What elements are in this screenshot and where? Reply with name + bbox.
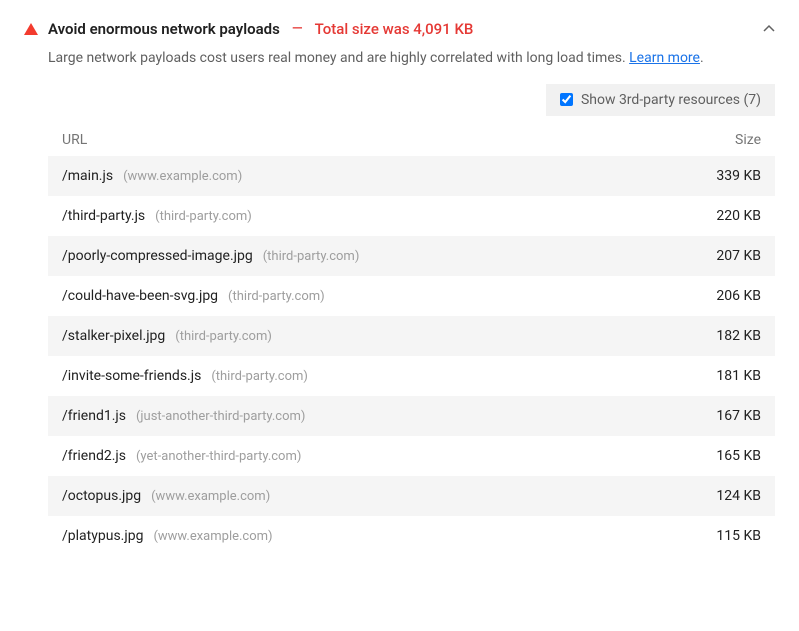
cell-url: /stalker-pixel.jpg (third-party.com) — [62, 328, 671, 344]
cell-url: /friend2.js (yet-another-third-party.com) — [62, 448, 671, 464]
third-party-toggle[interactable]: Show 3rd-party resources (7) — [546, 84, 775, 116]
chevron-up-icon[interactable] — [763, 23, 775, 35]
resource-domain: (third-party.com) — [155, 209, 252, 224]
resource-domain: (www.example.com) — [151, 489, 270, 504]
resource-domain: (third-party.com) — [211, 369, 308, 384]
description-text: Large network payloads cost users real m… — [48, 50, 629, 66]
third-party-toggle-label: Show 3rd-party resources (7) — [581, 92, 761, 108]
resource-path: /friend2.js — [62, 448, 126, 464]
separator-dash: — — [292, 21, 303, 37]
cell-size: 167 KB — [671, 408, 761, 424]
cell-size: 165 KB — [671, 448, 761, 464]
third-party-toggle-bar: Show 3rd-party resources (7) — [48, 84, 775, 116]
cell-size: 182 KB — [671, 328, 761, 344]
table-row: /octopus.jpg (www.example.com) 124 KB — [48, 476, 775, 516]
resource-path: /invite-some-friends.js — [62, 368, 201, 384]
resource-path: /poorly-compressed-image.jpg — [62, 248, 253, 264]
table-body: /main.js (www.example.com) 339 KB/third-pa… — [48, 156, 775, 556]
resource-domain: (yet-another-third-party.com) — [136, 449, 301, 464]
resource-domain: (www.example.com) — [153, 529, 272, 544]
resource-domain: (just-another-third-party.com) — [136, 409, 305, 424]
third-party-checkbox[interactable] — [560, 93, 573, 106]
cell-url: /friend1.js (just-another-third-party.com… — [62, 408, 671, 424]
description-post: . — [700, 50, 704, 66]
resource-path: /stalker-pixel.jpg — [62, 328, 165, 344]
cell-url: /third-party.js (third-party.com) — [62, 208, 671, 224]
audit-description: Large network payloads cost users real m… — [48, 48, 775, 70]
cell-size: 181 KB — [671, 368, 761, 384]
table-row: /friend1.js (just-another-third-party.com… — [48, 396, 775, 436]
audit-metric: Total size was 4,091 KB — [315, 20, 474, 38]
table-row: /invite-some-friends.js (third-party.com)… — [48, 356, 775, 396]
cell-size: 115 KB — [671, 528, 761, 544]
resource-domain: (third-party.com) — [263, 249, 360, 264]
resource-domain: (third-party.com) — [175, 329, 272, 344]
table-row: /platypus.jpg (www.example.com) 115 KB — [48, 516, 775, 556]
table-row: /poorly-compressed-image.jpg (third-party… — [48, 236, 775, 276]
column-url: URL — [62, 132, 671, 148]
table-row: /main.js (www.example.com) 339 KB — [48, 156, 775, 196]
resource-path: /octopus.jpg — [62, 488, 141, 504]
cell-size: 220 KB — [671, 208, 761, 224]
table-row: /could-have-been-svg.jpg (third-party.com… — [48, 276, 775, 316]
resource-path: /friend1.js — [62, 408, 126, 424]
resource-path: /main.js — [62, 168, 113, 184]
audit-header[interactable]: Avoid enormous network payloads — Total … — [24, 16, 775, 48]
cell-size: 339 KB — [671, 168, 761, 184]
cell-url: /octopus.jpg (www.example.com) — [62, 488, 671, 504]
cell-url: /main.js (www.example.com) — [62, 168, 671, 184]
cell-url: /could-have-been-svg.jpg (third-party.com… — [62, 288, 671, 304]
table-row: /third-party.js (third-party.com) 220 KB — [48, 196, 775, 236]
cell-size: 124 KB — [671, 488, 761, 504]
resource-path: /could-have-been-svg.jpg — [62, 288, 218, 304]
learn-more-link[interactable]: Learn more — [629, 50, 700, 66]
resource-domain: (www.example.com) — [123, 169, 242, 184]
audit-body: Large network payloads cost users real m… — [24, 48, 775, 556]
cell-url: /invite-some-friends.js (third-party.com) — [62, 368, 671, 384]
resource-domain: (third-party.com) — [228, 289, 325, 304]
column-size: Size — [671, 132, 761, 148]
warning-triangle-icon — [24, 23, 38, 35]
cell-size: 206 KB — [671, 288, 761, 304]
audit-panel: Avoid enormous network payloads — Total … — [0, 0, 799, 576]
resource-path: /platypus.jpg — [62, 528, 143, 544]
resource-path: /third-party.js — [62, 208, 145, 224]
cell-url: /poorly-compressed-image.jpg (third-party… — [62, 248, 671, 264]
resources-table: URL Size /main.js (www.example.com) 339 KB… — [48, 124, 775, 556]
audit-title: Avoid enormous network payloads — [48, 20, 280, 38]
table-header: URL Size — [48, 124, 775, 156]
cell-size: 207 KB — [671, 248, 761, 264]
cell-url: /platypus.jpg (www.example.com) — [62, 528, 671, 544]
table-row: /stalker-pixel.jpg (third-party.com) 182 K… — [48, 316, 775, 356]
table-row: /friend2.js (yet-another-third-party.com)… — [48, 436, 775, 476]
